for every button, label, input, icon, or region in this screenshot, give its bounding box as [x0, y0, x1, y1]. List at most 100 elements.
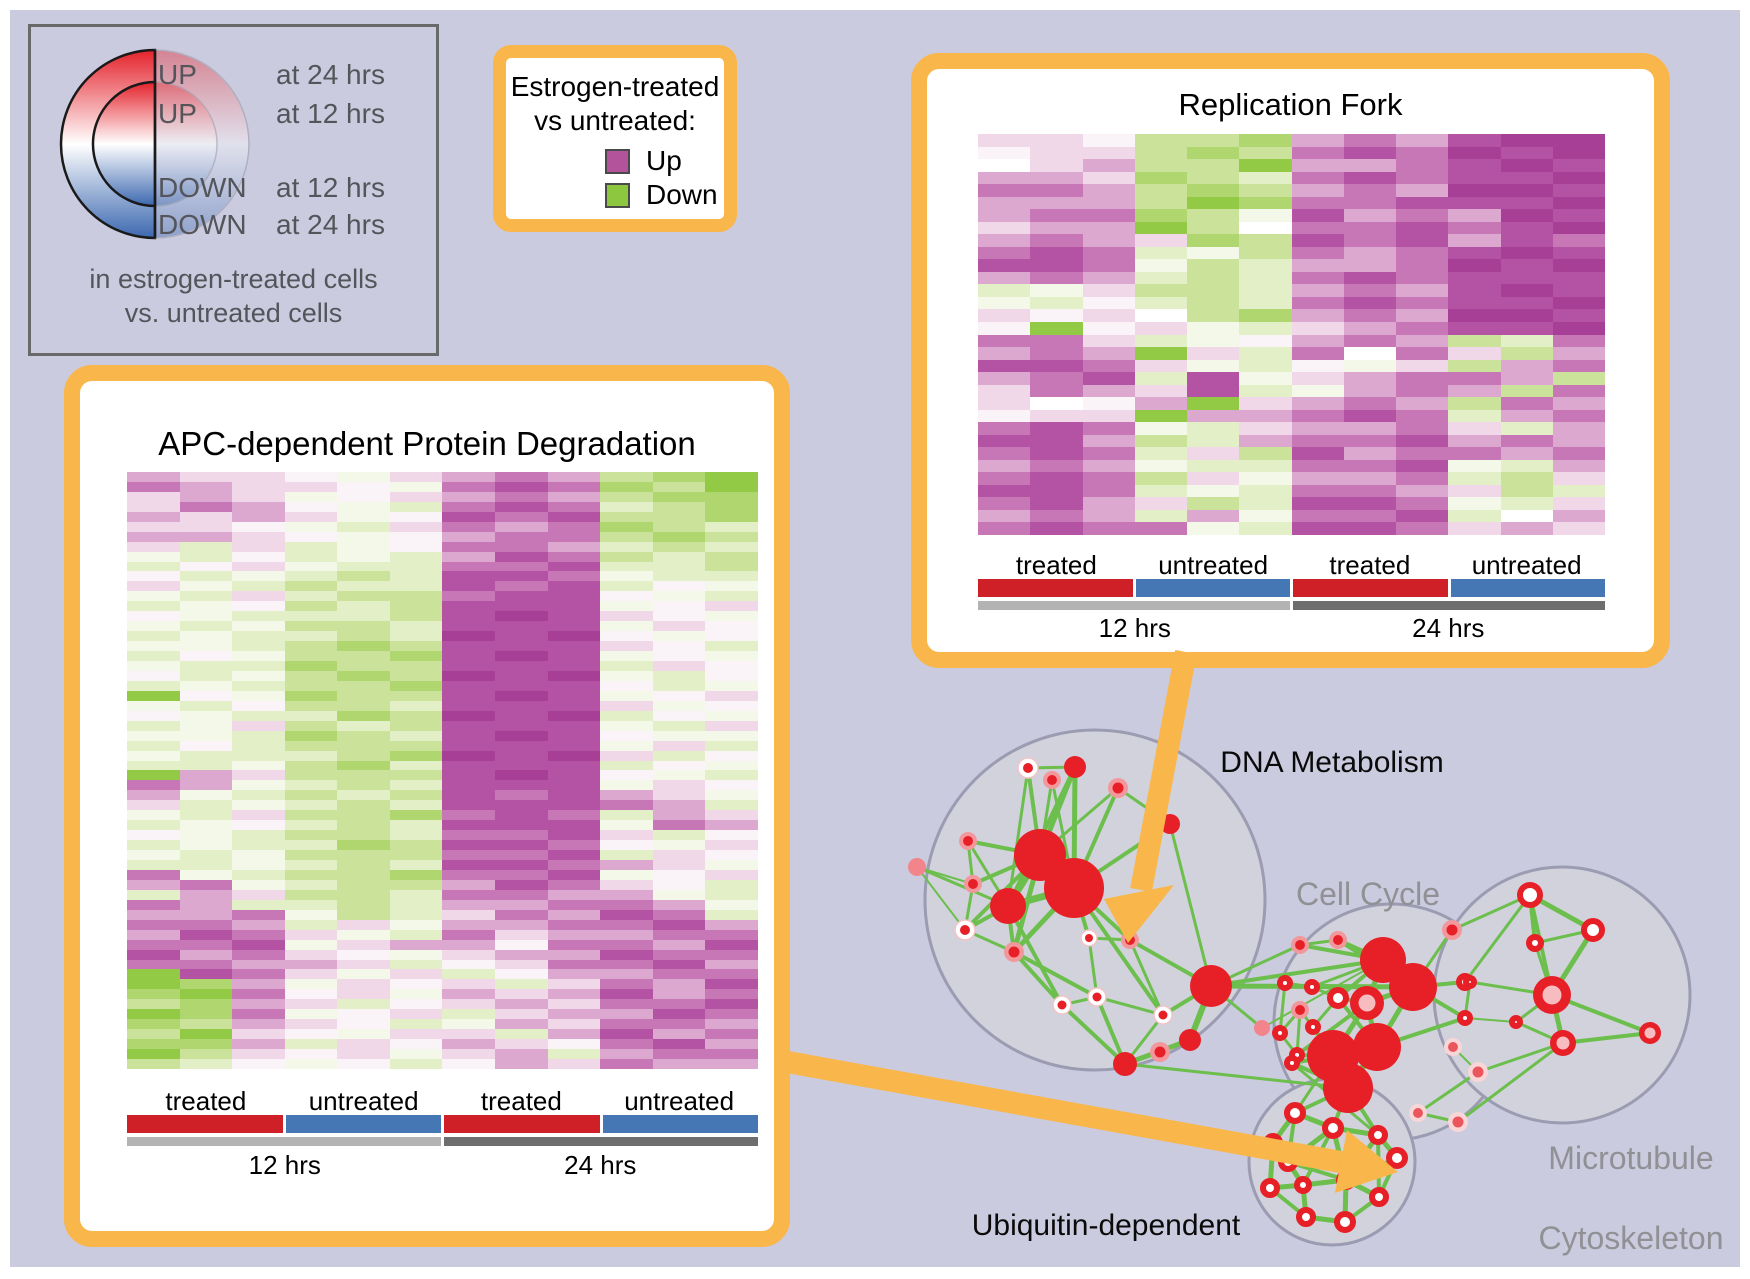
heatmap-cell	[1396, 347, 1449, 360]
heatmap-cell	[547, 641, 601, 652]
network-edge	[1343, 1132, 1381, 1183]
heatmap-cell	[600, 830, 653, 841]
heatmap-cell	[600, 949, 653, 960]
heatmap-cell	[547, 491, 601, 502]
heatmap-cell	[284, 949, 338, 960]
heatmap-cell	[1552, 384, 1605, 398]
updown-legend-box: UP at 24 hrs UP at 12 hrs DOWN at 12 hrs…	[28, 24, 439, 356]
condition-color-bar	[444, 1115, 600, 1133]
heatmap-cell	[1239, 234, 1292, 247]
heatmap-cell	[1239, 434, 1292, 448]
heatmap-cell	[442, 949, 496, 960]
legend-down-24-time: at 24 hrs	[276, 209, 385, 240]
heatmap-cell	[1082, 321, 1135, 335]
condition-group-label: treated	[165, 1086, 247, 1116]
heatmap-cell	[600, 472, 653, 482]
heatmap-cell	[179, 611, 233, 622]
gene-node-pale-rim	[1444, 1038, 1462, 1056]
heatmap-cell	[1134, 347, 1187, 360]
heatmap-cell	[1552, 246, 1605, 260]
heatmap-cell	[389, 919, 443, 930]
heatmap-cell	[1552, 184, 1605, 197]
heatmap-cell	[127, 770, 180, 781]
heatmap-cell	[1500, 321, 1553, 335]
heatmap-cell	[127, 879, 180, 890]
heatmap-cell	[179, 989, 233, 1000]
heatmap-cell	[978, 321, 1031, 335]
heatmap-cell	[1030, 184, 1083, 197]
heatmap-cell	[547, 810, 601, 821]
heatmap-cell	[337, 800, 390, 811]
heatmap-cell	[284, 481, 338, 492]
gene-node-ring	[1369, 1187, 1389, 1207]
heatmap-cell	[1187, 409, 1240, 423]
network-edge	[1375, 1132, 1400, 1161]
heatmap-cell	[1030, 447, 1083, 460]
heatmap-cell	[442, 641, 496, 652]
condition-color-bar	[127, 1115, 283, 1133]
network-edge	[1283, 981, 1314, 989]
gene-node-red-core	[1446, 924, 1458, 936]
heatmap-cell	[284, 979, 338, 990]
heatmap-cell	[337, 879, 390, 890]
heatmap-cell	[1396, 409, 1449, 423]
legend-down-12-level: DOWN	[158, 172, 247, 203]
heatmap-cell	[127, 670, 180, 681]
heatmap-cell	[652, 750, 706, 761]
heatmap-cell	[547, 581, 601, 592]
heatmap-cell	[127, 790, 180, 801]
condition-color-bar	[1450, 579, 1605, 597]
heatmap-cell	[1396, 372, 1449, 385]
heatmap-cell	[1134, 409, 1187, 423]
heatmap-cell	[600, 879, 653, 890]
heatmap-cell	[1030, 484, 1083, 498]
heatmap-cell	[600, 820, 653, 831]
heatmap-cell	[337, 770, 390, 781]
heatmap-cell	[337, 999, 390, 1010]
heatmap-cell	[389, 750, 443, 761]
heatmap-cell	[495, 800, 548, 811]
heatmap-cell	[179, 601, 233, 612]
heatmap-cell	[600, 541, 653, 552]
connector-arrowhead-icon	[1335, 1130, 1398, 1193]
network-edge	[1293, 1054, 1335, 1115]
heatmap-cell	[705, 830, 758, 841]
heatmap-cell	[547, 521, 601, 532]
heatmap-cell	[284, 989, 338, 1000]
heatmap-cell	[442, 869, 496, 880]
heatmap-cell	[442, 531, 496, 542]
timepoint-label: 12 hrs	[248, 1150, 321, 1180]
heatmap-cell	[495, 661, 548, 671]
heatmap-cell	[127, 651, 180, 662]
heatmap-cell	[1500, 284, 1553, 297]
ubiquitin-degradation-label: Ubiquitin-dependent Protein Degradation	[946, 1170, 1266, 1267]
heatmap-cell	[1552, 134, 1605, 147]
heatmap-cell	[179, 571, 233, 582]
heatmap-cell	[1448, 397, 1501, 410]
heatmap-cell	[1343, 434, 1396, 448]
heatmap-cell	[389, 720, 443, 731]
heatmap-cell	[705, 860, 758, 870]
heatmap-cell	[179, 521, 233, 532]
heatmap-cell	[600, 730, 653, 741]
heatmap-cell	[232, 491, 285, 502]
heatmap-cell	[1343, 384, 1396, 398]
network-edge	[971, 853, 1042, 886]
heatmap-cell	[389, 581, 443, 592]
network-edge	[1006, 765, 1077, 908]
heatmap-cell	[127, 1009, 180, 1020]
heatmap-cell	[495, 879, 548, 890]
heatmap-cell	[1448, 447, 1501, 460]
heatmap-cell	[652, 641, 706, 652]
gene-node-ring	[1272, 1025, 1288, 1041]
heatmap-cell	[547, 939, 601, 950]
heatmap-cell	[495, 740, 548, 751]
heatmap-cell	[179, 651, 233, 662]
heatmap-cell	[232, 770, 285, 781]
heatmap-cell	[978, 221, 1031, 235]
heatmap-cell	[1448, 434, 1501, 448]
heatmap-cell	[337, 581, 390, 592]
heatmap-cell	[547, 999, 601, 1010]
heatmap-cell	[978, 246, 1031, 260]
heatmap-cell	[600, 780, 653, 791]
